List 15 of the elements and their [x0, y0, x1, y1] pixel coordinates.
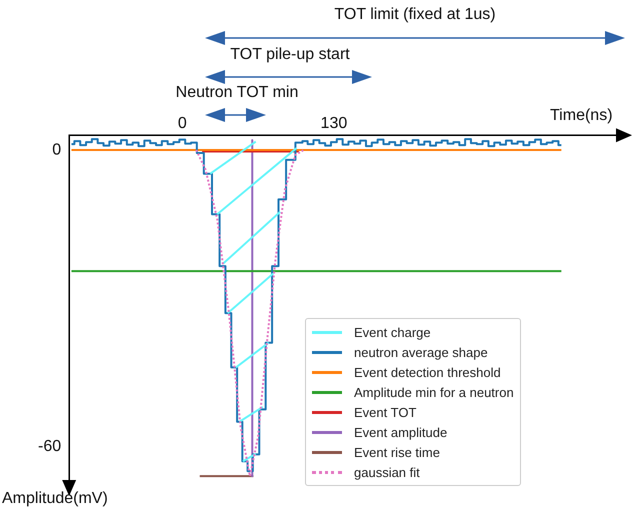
legend-label: neutron average shape	[354, 344, 488, 360]
legend-label: Event TOT	[354, 404, 416, 420]
legend-label: gaussian fit	[354, 464, 420, 480]
legend-label: Event amplitude	[354, 424, 448, 440]
x-tick-label: 130	[320, 115, 348, 132]
legend-label: Amplitude min for a neutron	[354, 384, 514, 400]
legend-label: Event charge	[354, 324, 431, 340]
y-axis-title: Amplitude(mV)	[2, 490, 108, 508]
x-axis-title: Time(ns)	[550, 107, 613, 126]
legend-label: Event rise time	[354, 444, 440, 460]
text: TOT pile-up start	[230, 46, 350, 64]
y-tick-label: -60	[38, 438, 62, 455]
text: Neutron TOT min	[176, 84, 298, 102]
legend-label: Event detection threshold	[354, 364, 501, 380]
text: TOT limit (fixed at 1us)	[334, 6, 496, 24]
